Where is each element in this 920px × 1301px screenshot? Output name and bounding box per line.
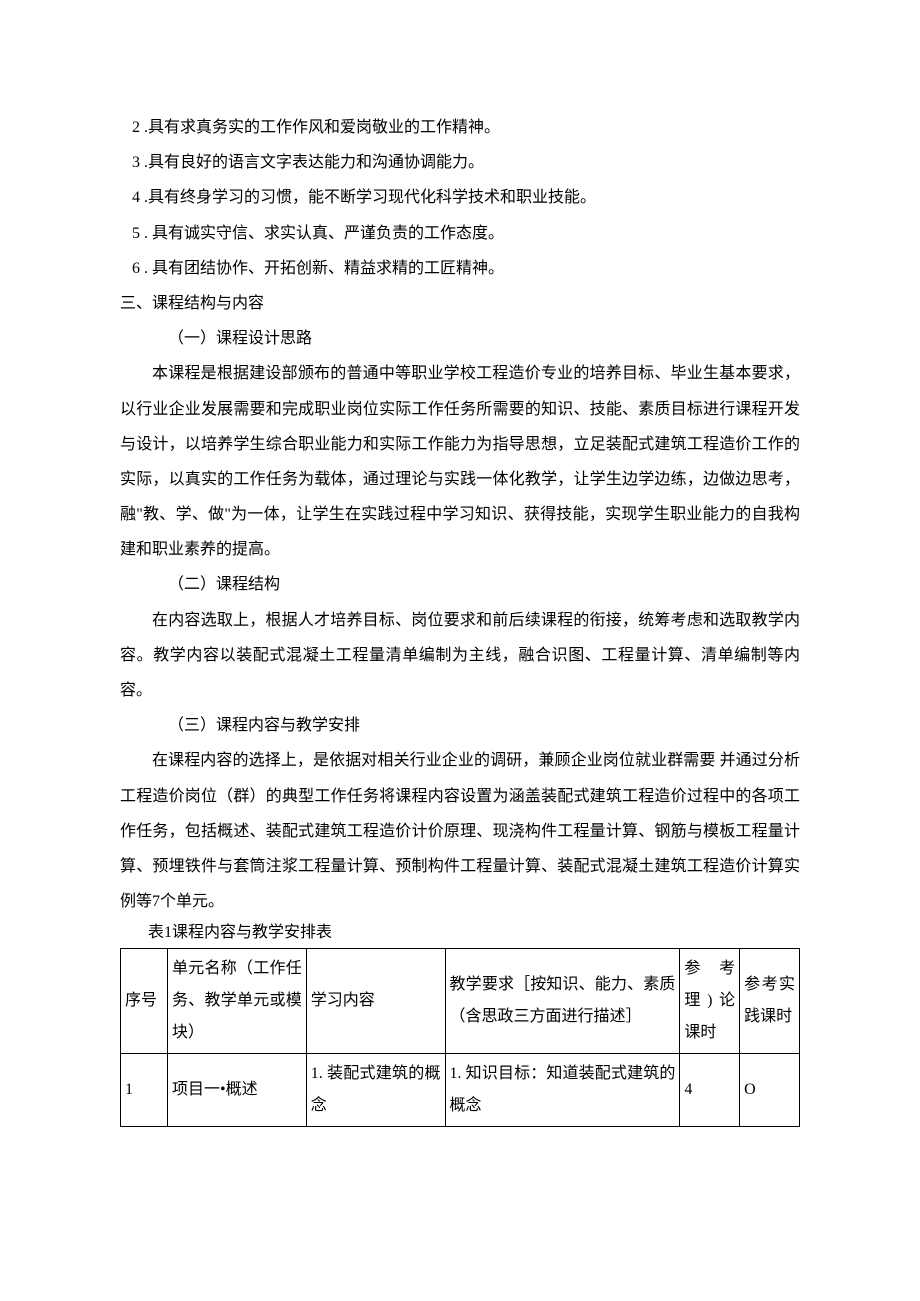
- th-seq: 序号: [121, 949, 168, 1054]
- item-text: .具有求真务实的工作作风和爱岗敬业的工作精神。: [140, 119, 500, 136]
- competency-item-6: 6 . 具有团结协作、开拓创新、精益求精的工匠精神。: [132, 251, 800, 286]
- subsection-heading-3: （三）课程内容与教学安排: [120, 708, 800, 743]
- paragraph-content-arrangement: 在课程内容的选择上，是依据对相关行业企业的调研，兼顾企业岗位就业群需要 并通过分…: [120, 743, 800, 919]
- competency-item-4: 4 .具有终身学习的习惯，能不断学习现代化科学技术和职业技能。: [132, 180, 800, 215]
- competency-item-2: 2 .具有求真务实的工作作风和爱岗敬业的工作精神。: [132, 110, 800, 145]
- th-theory: 参考理)论课时: [680, 949, 740, 1054]
- subsection-heading-2: （二）课程结构: [120, 567, 800, 602]
- content-arrangement-table: 序号 单元名称（工作任务、教学单元或模块） 学习内容 教学要求［按知识、能力、素…: [120, 948, 800, 1127]
- item-number: 6: [132, 260, 140, 277]
- item-text: .具有终身学习的习惯，能不断学习现代化科学技术和职业技能。: [140, 189, 596, 206]
- cell-seq: 1: [121, 1054, 168, 1127]
- table-row: 1 项目一•概述 1. 装配式建筑的概念 1. 知识目标：知道装配式建筑的概念 …: [121, 1054, 800, 1127]
- document-page: 2 .具有求真务实的工作作风和爱岗敬业的工作精神。 3 .具有良好的语言文字表达…: [0, 0, 920, 1301]
- table-caption: 表1课程内容与教学安排表: [120, 919, 800, 948]
- competency-item-3: 3 .具有良好的语言文字表达能力和沟通协调能力。: [132, 145, 800, 180]
- th-study: 学习内容: [306, 949, 445, 1054]
- table-header-row: 序号 单元名称（工作任务、教学单元或模块） 学习内容 教学要求［按知识、能力、素…: [121, 949, 800, 1054]
- th-req: 教学要求［按知识、能力、素质（含思政三方面进行描述］: [445, 949, 680, 1054]
- item-number: 3: [132, 154, 140, 171]
- subsection-heading-1: （一）课程设计思路: [120, 321, 800, 356]
- item-text: . 具有团结协作、开拓创新、精益求精的工匠精神。: [140, 260, 504, 277]
- cell-req: 1. 知识目标：知道装配式建筑的概念: [445, 1054, 680, 1127]
- th-prac: 参考实践课时: [740, 949, 800, 1054]
- item-text: . 具有诚实守信、求实认真、严谨负责的工作态度。: [140, 225, 504, 242]
- cell-theory: 4: [680, 1054, 740, 1127]
- item-number: 5: [132, 225, 140, 242]
- item-number: 4: [132, 189, 140, 206]
- competency-item-5: 5 . 具有诚实守信、求实认真、严谨负责的工作态度。: [132, 216, 800, 251]
- paragraph-design-thought: 本课程是根据建设部颁布的普通中等职业学校工程造价专业的培养目标、毕业生基本要求，…: [120, 356, 800, 567]
- cell-prac: O: [740, 1054, 800, 1127]
- th-unit: 单元名称（工作任务、教学单元或模块）: [167, 949, 306, 1054]
- cell-unit: 项目一•概述: [167, 1054, 306, 1127]
- item-text: .具有良好的语言文字表达能力和沟通协调能力。: [140, 154, 484, 171]
- paragraph-structure: 在内容选取上，根据人才培养目标、岗位要求和前后续课程的衔接，统筹考虑和选取教学内…: [120, 603, 800, 709]
- section-heading-3: 三、课程结构与内容: [120, 286, 800, 321]
- item-number: 2: [132, 119, 140, 136]
- cell-study: 1. 装配式建筑的概念: [306, 1054, 445, 1127]
